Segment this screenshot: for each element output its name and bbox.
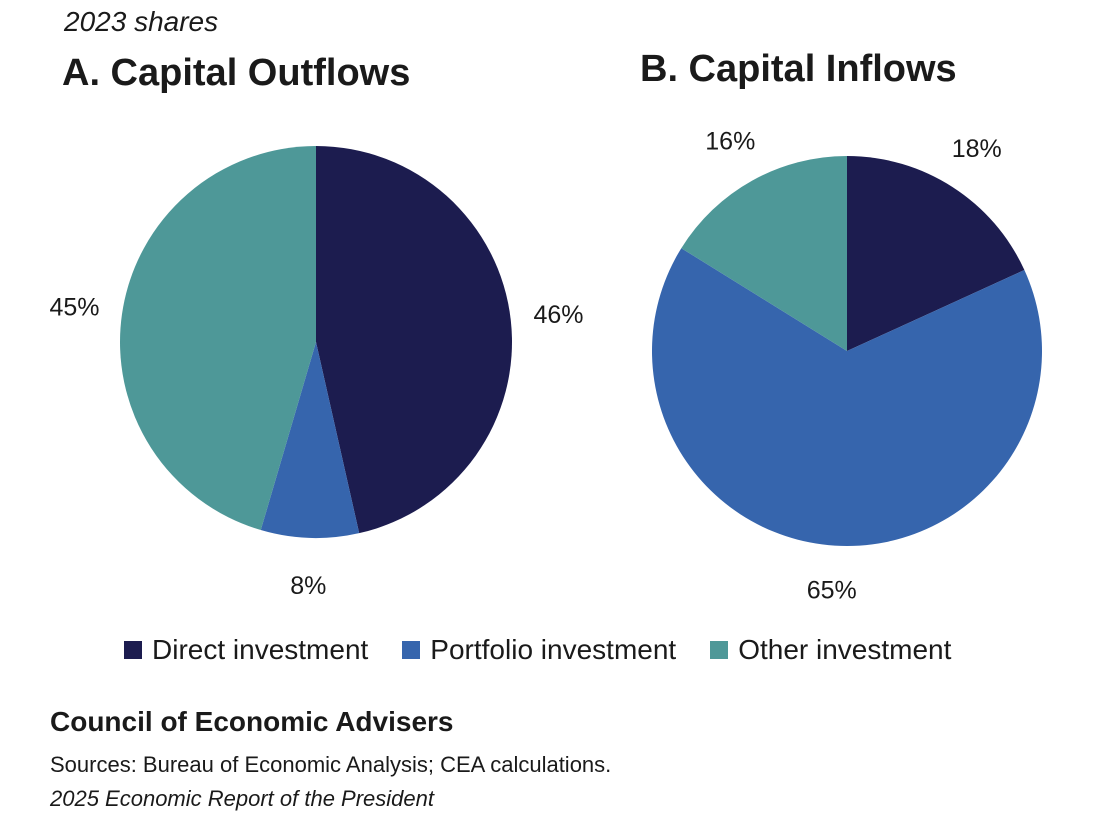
legend-swatch-direct [124,641,142,659]
chart-subtitle: 2023 shares [64,6,219,37]
pie-chart-outflows: 46% 8% 45% [49,146,584,600]
pie-slice-inflows-portfolio [651,248,1042,546]
pie-slice-outflows-other [120,146,316,531]
legend-label-portfolio: Portfolio investment [430,634,677,665]
pie-chart-inflows: 18% 65% 16% [651,127,1042,605]
pie-label-outflows-direct: 46% [533,301,583,329]
pie-label-inflows-direct: 18% [952,135,1002,163]
pie-slice-inflows-other [681,156,847,351]
panel-a-title: A. Capital Outflows [62,52,411,94]
pie-label-outflows-other: 45% [49,293,99,321]
footer-report: 2025 Economic Report of the President [50,786,435,811]
pie-charts: 46% 8% 45% 18% 65% 16% [49,127,1042,605]
pie-label-inflows-other: 16% [705,127,755,155]
pie-slice-outflows-direct [316,146,513,534]
panel-b-title: B. Capital Inflows [640,48,957,90]
footer-sources: Sources: Bureau of Economic Analysis; CE… [50,752,612,777]
legend: Direct investment Portfolio investment O… [124,634,985,666]
legend-item-portfolio: Portfolio investment [402,634,676,666]
pie-label-inflows-portfolio: 65% [807,577,857,605]
legend-label-other: Other investment [738,634,952,665]
legend-swatch-portfolio [402,641,421,659]
footer-organization: Council of Economic Advisers [50,706,454,737]
legend-label-direct: Direct investment [152,634,369,665]
legend-item-other: Other investment [710,634,951,666]
legend-swatch-other [710,641,729,659]
pie-slice-inflows-direct [847,156,1025,351]
pie-slice-outflows-portfolio [260,342,360,539]
pie-label-outflows-portfolio: 8% [290,572,326,600]
legend-item-direct: Direct investment [124,634,368,666]
